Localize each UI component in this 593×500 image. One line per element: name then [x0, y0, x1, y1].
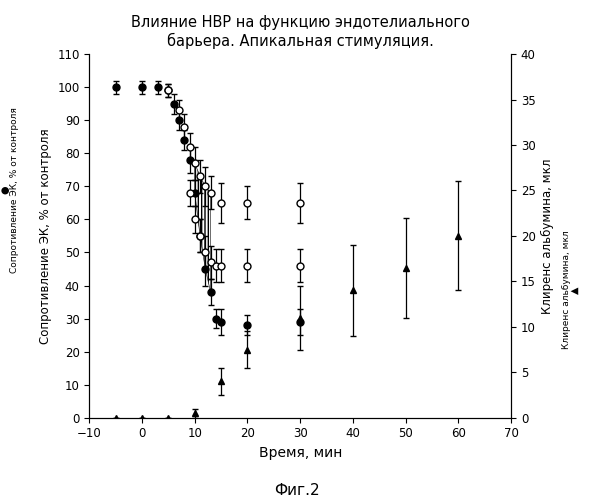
Y-axis label: Сопротивление ЭК, % от контроля: Сопротивление ЭК, % от контроля: [39, 128, 52, 344]
Text: Фиг.2: Фиг.2: [274, 483, 319, 498]
Text: ●: ●: [1, 186, 11, 194]
Y-axis label: Клиренс альбумина, мкл: Клиренс альбумина, мкл: [541, 158, 554, 314]
Text: Сопротивление ЭК, % от контроля: Сопротивление ЭК, % от контроля: [10, 107, 20, 273]
Title: Влияние НВР на функцию эндотелиального
барьера. Апикальная стимуляция.: Влияние НВР на функцию эндотелиального б…: [131, 15, 470, 49]
Text: Клиренс альбумина, мкл: Клиренс альбумина, мкл: [562, 230, 571, 350]
Text: ▲: ▲: [570, 286, 580, 294]
X-axis label: Время, мин: Время, мин: [259, 446, 342, 460]
